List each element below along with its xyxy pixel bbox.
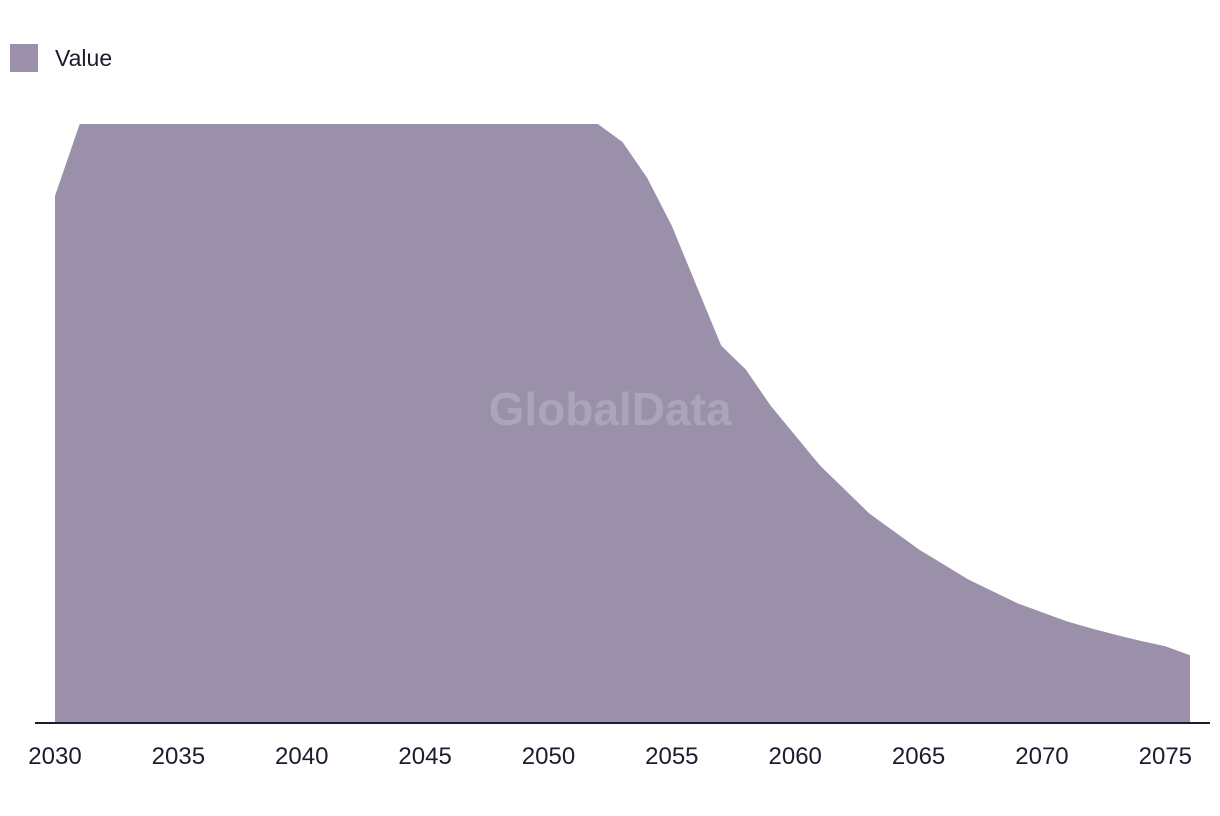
x-tick-label: 2055 [645, 743, 698, 770]
chart-legend: Value [10, 44, 112, 72]
area-series-value [55, 124, 1190, 723]
x-tick-label: 2075 [1139, 743, 1192, 770]
watermark-text: GlobalData [489, 383, 732, 435]
area-layer [55, 124, 1190, 723]
x-tick-label: 2045 [398, 743, 451, 770]
legend-swatch-value [10, 44, 38, 72]
legend-label-value: Value [55, 44, 113, 71]
x-tick-label: 2050 [522, 743, 575, 770]
x-tick-label: 2065 [892, 743, 945, 770]
x-tick-label: 2060 [769, 743, 822, 770]
x-tick-label: 2040 [275, 743, 328, 770]
x-tick-label: 2070 [1015, 743, 1068, 770]
x-axis-ticks: 2030 2035 2040 2045 2050 2055 2060 2065 2070 2075 [28, 743, 1192, 770]
x-tick-label: 2030 [28, 743, 81, 770]
x-tick-label: 2035 [152, 743, 205, 770]
